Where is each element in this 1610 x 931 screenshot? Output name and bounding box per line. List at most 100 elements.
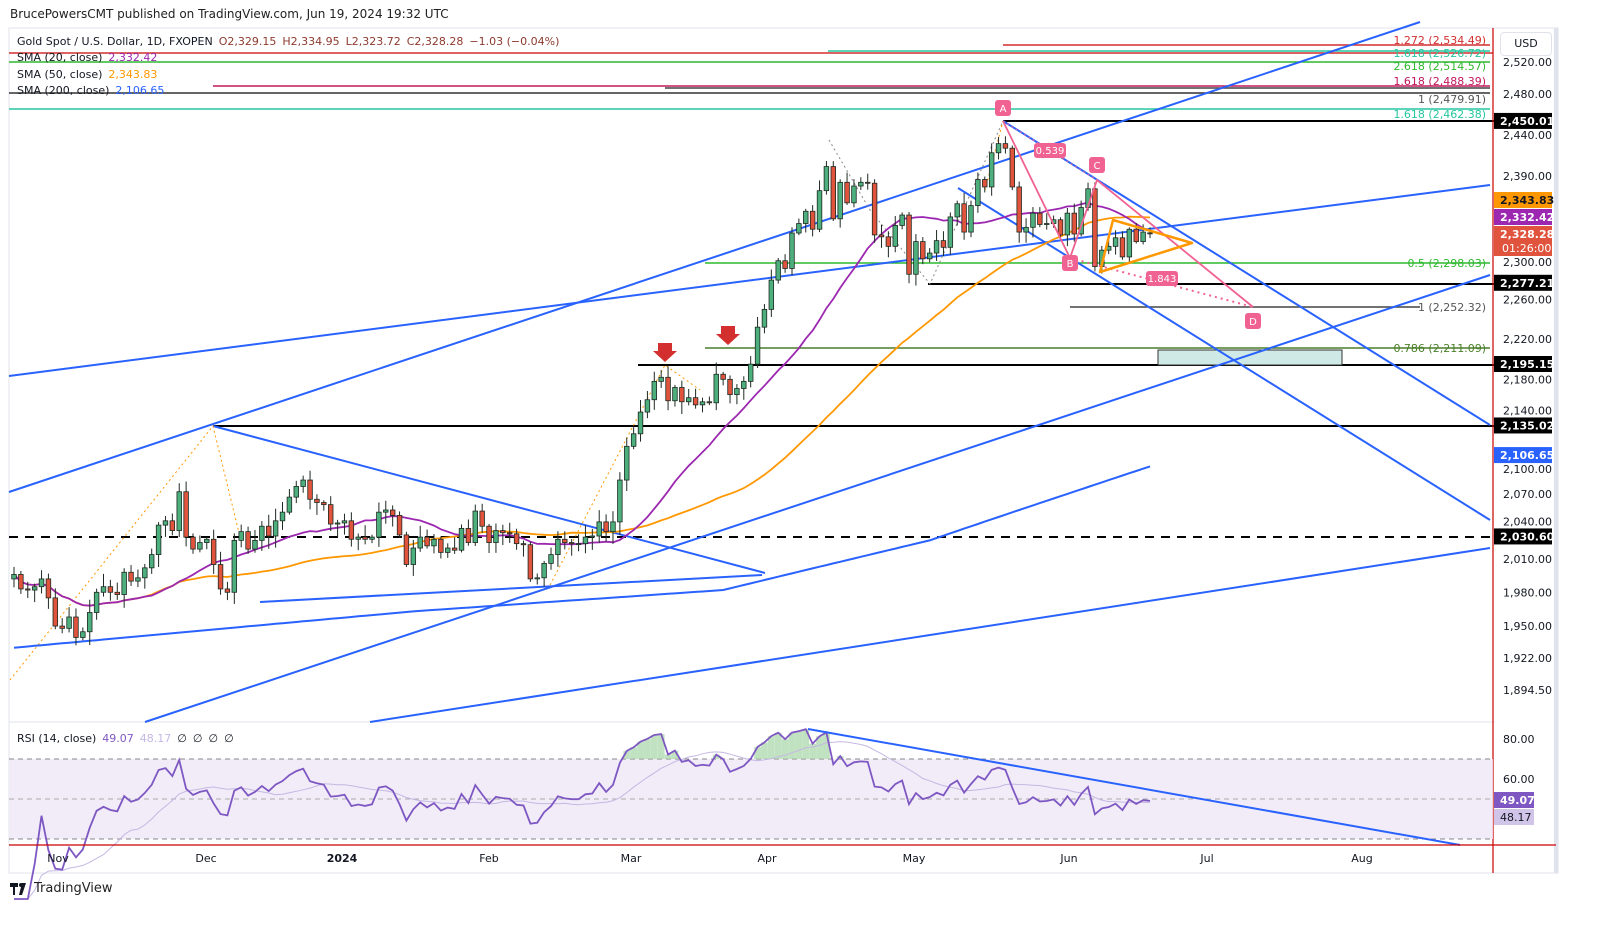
price-badges: 2,450.01 2,343.83 2,332.42 2,328.2801:26:00… <box>1494 112 1555 545</box>
legend: Gold Spot / U.S. Dollar, 1D, FXOPEN O2,32… <box>17 35 559 97</box>
abcd-pattern[interactable]: A B C D 0.539 1.843 <box>995 100 1261 329</box>
trendline-triangle-bottom[interactable] <box>259 574 763 603</box>
time-axis[interactable]: Nov Dec 2024 Feb Mar Apr May Jun Jul Aug <box>47 852 1372 865</box>
symbol-title[interactable]: Gold Spot / U.S. Dollar, 1D, FXOPEN O2,32… <box>17 35 559 48</box>
price-badge-bg <box>1494 192 1552 208</box>
rsi-path[interactable] <box>14 728 1151 900</box>
candle-body-up <box>658 376 664 382</box>
candle-body-up <box>38 578 45 588</box>
candle <box>293 480 299 504</box>
candle <box>789 227 795 276</box>
candle <box>18 570 24 594</box>
candle-body-up <box>300 479 306 487</box>
trendline-lower[interactable] <box>369 547 1491 723</box>
candle-body-up <box>789 232 795 269</box>
rsi-legend[interactable]: RSI (14, close) 49.07 48.17 ∅ ∅ ∅ ∅ <box>17 732 234 745</box>
candle <box>954 200 960 226</box>
candle <box>465 519 472 546</box>
price-axis[interactable]: 2,520.00 2,480.00 2,440.00 2,390.00 2,300.00… <box>1503 56 1552 697</box>
candle-body-up <box>176 491 182 531</box>
currency-button[interactable]: USD <box>1500 32 1552 56</box>
candle <box>603 514 609 542</box>
target-zone-rect[interactable] <box>1157 349 1343 366</box>
candle-body-down <box>389 509 396 516</box>
publisher-line: BrucePowersCMT published on TradingView.… <box>10 7 449 21</box>
time-label: Apr <box>757 852 777 865</box>
candle <box>431 534 437 554</box>
rsi-tick: 60.00 <box>1503 773 1535 786</box>
sma50-path[interactable] <box>13 215 1151 607</box>
candle <box>926 248 933 263</box>
candle-body-up <box>968 205 974 233</box>
candle-body-down <box>1071 212 1077 235</box>
time-label: 2024 <box>327 852 358 865</box>
rsi-ma-badge-text: 48.17 <box>1500 811 1532 824</box>
candle-body-down <box>568 542 575 545</box>
candle-body-down <box>809 210 816 230</box>
orange-triangle-pattern[interactable] <box>1098 218 1194 274</box>
sma200-legend[interactable]: SMA (200, close) 2,106.65 <box>17 84 164 97</box>
trendlines <box>8 21 1491 723</box>
candle <box>768 269 775 317</box>
sma50-legend[interactable]: SMA (50, close) 2,343.83 <box>17 68 157 81</box>
candle-body-down <box>107 586 114 593</box>
candle-body-up <box>135 577 141 582</box>
candle-body-down <box>871 182 878 236</box>
price-tick: 2,260.00 <box>1503 294 1552 307</box>
candle <box>809 205 816 237</box>
candle-body-up <box>1023 226 1029 233</box>
price-tick: 2,480.00 <box>1503 88 1552 101</box>
candle <box>348 512 355 547</box>
candle-body-up <box>1112 237 1119 247</box>
candle <box>142 563 148 589</box>
candle <box>217 551 224 595</box>
candle-body-up <box>142 567 148 579</box>
dotted-swing-orange <box>9 424 241 681</box>
candle-body-up <box>699 401 706 406</box>
rsi-overbought-area <box>644 738 651 759</box>
dotted-swing-orange-2 <box>549 364 701 586</box>
candle-body-down <box>486 525 492 543</box>
trendline-triangle-top[interactable] <box>212 425 766 574</box>
candle <box>73 608 79 646</box>
candle <box>87 599 93 646</box>
candle <box>644 391 651 419</box>
ratio-cd-badge <box>1146 271 1178 286</box>
trendline-upper-channel[interactable] <box>8 21 1421 493</box>
candle-body-up <box>1126 228 1133 258</box>
trendline-long-rising[interactable] <box>8 184 1491 377</box>
candle <box>355 533 361 551</box>
point-c-badge <box>1089 157 1105 173</box>
rsi-overbought-area <box>802 729 810 759</box>
candle <box>617 472 623 535</box>
candle <box>1119 231 1126 260</box>
candle <box>11 566 17 588</box>
rsi-overbought-area <box>650 734 658 759</box>
candle-body-up <box>837 181 843 220</box>
candle <box>878 224 885 248</box>
sma200-path[interactable] <box>13 465 1151 649</box>
price-badge: 2,343.83 <box>1494 192 1554 208</box>
price-tick: 2,440.00 <box>1503 129 1552 142</box>
fib-labels: 1.272 (2,534.49) 1.618 (2,526.72) 2.618 … <box>1393 34 1486 355</box>
sma20-legend[interactable]: SMA (20, close) 2,332.42 <box>17 51 157 64</box>
point-d-label: D <box>1249 317 1257 328</box>
candle-body-up <box>334 522 341 525</box>
price-tick: 2,040.00 <box>1503 515 1552 528</box>
rsi-trendline[interactable] <box>807 728 1461 846</box>
sma20-path[interactable] <box>13 201 1151 607</box>
rsi-overbought-area <box>823 732 830 759</box>
candle-body-down <box>328 504 334 525</box>
candle <box>1016 181 1022 243</box>
rsi-overbought-area <box>671 750 679 759</box>
trendline-support[interactable] <box>144 274 1491 723</box>
candle-body-up <box>926 252 933 260</box>
rsi-overbought-area <box>623 750 631 759</box>
candle-body-up <box>293 486 299 498</box>
candle <box>445 543 451 558</box>
rsi-overbought-area <box>767 736 775 759</box>
tradingview-logo[interactable]: TradingView <box>10 881 113 896</box>
candle <box>961 192 967 240</box>
